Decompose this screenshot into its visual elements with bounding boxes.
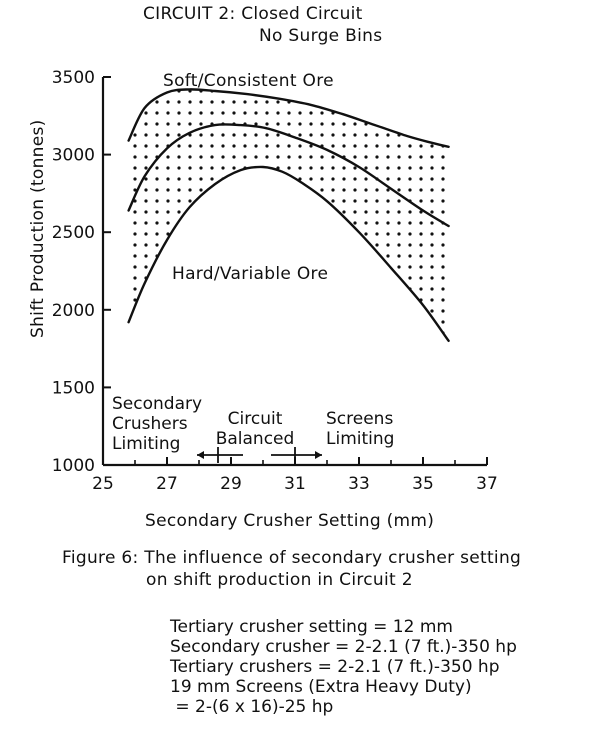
x-tick-label: 37 xyxy=(476,474,498,494)
region-left-label: Secondary Crushers Limiting xyxy=(112,394,202,454)
note-line: Tertiary crusher setting = 12 mm xyxy=(170,617,453,637)
x-tick-label: 25 xyxy=(92,474,114,494)
x-axis-title: Secondary Crusher Setting (mm) xyxy=(145,511,435,531)
region-right-line: Limiting xyxy=(326,429,395,449)
y-tick-label: 2500 xyxy=(52,223,95,243)
note-line: Secondary crusher = 2-2.1 (7 ft.)-350 hp xyxy=(170,637,517,657)
equipment-notes: Tertiary crusher setting = 12 mm Seconda… xyxy=(170,617,517,717)
y-tick-label: 1000 xyxy=(52,456,95,476)
chart-area: 1000 1500 2000 2500 3000 3500 25 27 29 31 33 35 37 xyxy=(52,68,498,494)
note-line: Tertiary crushers = 2-2.1 (7 ft.)-350 hp xyxy=(170,657,500,677)
region-middle-line: Balanced xyxy=(215,429,295,449)
left-boundary-arrow-head xyxy=(197,451,204,459)
region-right-line: Screens xyxy=(326,409,394,429)
y-tick-label: 1500 xyxy=(52,378,95,398)
circuit-title: CIRCUIT 2: Closed Circuit xyxy=(143,4,363,24)
y-tick-label: 3500 xyxy=(52,68,95,88)
y-axis-title: Shift Production (tonnes) xyxy=(28,119,48,338)
region-middle-line: Circuit xyxy=(227,409,283,429)
x-tick-label: 35 xyxy=(412,474,434,494)
y-tick-label: 3000 xyxy=(52,146,95,166)
series-label-hard: Hard/Variable Ore xyxy=(172,264,329,284)
y-tick-label: 2000 xyxy=(52,301,95,321)
series-line-2 xyxy=(127,123,450,228)
note-line: = 2-(6 x 16)-25 hp xyxy=(170,697,334,717)
right-boundary-arrow-head xyxy=(315,451,322,459)
series-label-soft: Soft/Consistent Ore xyxy=(163,71,334,91)
series-line-3 xyxy=(127,165,450,342)
circuit-subtitle: No Surge Bins xyxy=(259,26,383,46)
note-line: 19 mm Screens (Extra Heavy Duty) xyxy=(170,677,472,697)
x-tick-label: 33 xyxy=(348,474,370,494)
x-tick-label: 31 xyxy=(284,474,306,494)
series-lines xyxy=(127,88,450,342)
region-left-line: Limiting xyxy=(112,434,181,454)
region-middle-label: Circuit Balanced xyxy=(210,409,300,449)
region-left-line: Crushers xyxy=(112,414,188,434)
shaded-band xyxy=(128,89,449,341)
region-left-line: Secondary xyxy=(112,394,203,414)
x-tick-label: 29 xyxy=(220,474,242,494)
axes: 1000 1500 2000 2500 3000 3500 25 27 29 31 33 35 37 xyxy=(52,68,498,494)
region-right-label: Screens Limiting xyxy=(326,409,394,449)
dotted-band-fill xyxy=(128,89,449,341)
figure-caption-line1: Figure 6: The influence of secondary cru… xyxy=(62,548,522,568)
x-tick-label: 27 xyxy=(156,474,178,494)
figure-caption-line2: on shift production in Circuit 2 xyxy=(146,570,413,590)
series-line-1 xyxy=(127,88,450,148)
